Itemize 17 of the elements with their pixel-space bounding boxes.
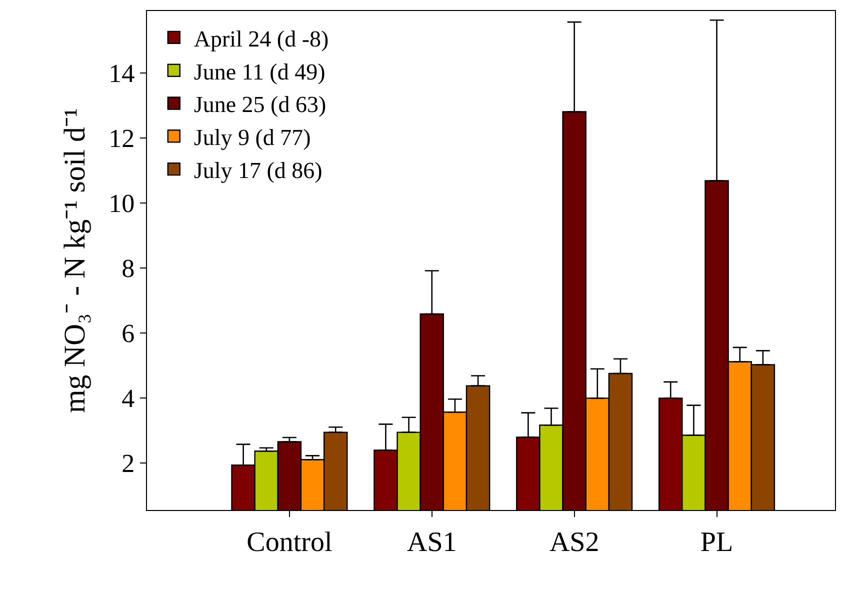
y-tick-label: 12 <box>108 124 135 153</box>
legend-label: July 9 (d 77) <box>194 125 311 150</box>
x-tick-label: AS2 <box>549 526 600 558</box>
y-axis-title: mg NO₃⁻ - N kg⁻¹ soil d⁻¹ <box>58 108 92 414</box>
x-tick-label: AS1 <box>406 526 457 558</box>
y-tick-label: 2 <box>122 448 135 478</box>
y-tick-label: 14 <box>108 58 135 88</box>
y-tick-label: 6 <box>122 318 135 348</box>
legend-label: July 17 (d 86) <box>194 158 322 184</box>
y-tick-label: 8 <box>122 254 135 283</box>
y-tick-label: 10 <box>108 188 135 218</box>
legend-label: June 11 (d 49) <box>194 59 326 84</box>
legend-label: April 24 (d -8) <box>194 26 329 52</box>
x-tick-label: Control <box>246 526 332 558</box>
y-tick-label: 4 <box>122 384 135 413</box>
x-tick-label: PL <box>700 526 734 558</box>
legend-label: June 25 (d 63) <box>194 92 326 118</box>
